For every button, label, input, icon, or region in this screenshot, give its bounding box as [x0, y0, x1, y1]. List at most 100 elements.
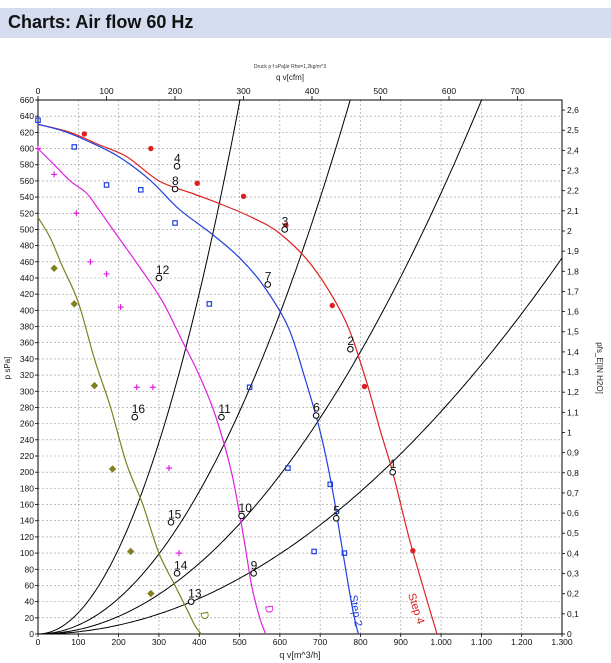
top-x-tick-label: 300 [236, 86, 250, 96]
right-y-tick-label: 1,2 [567, 387, 579, 397]
curve-marker [172, 220, 178, 226]
y-tick-label: 360 [20, 338, 34, 348]
right-y-tick-label: 2,2 [567, 186, 579, 196]
operating-point [167, 519, 175, 526]
top-x-tick-label: 200 [168, 86, 182, 96]
x-tick-label: 600 [273, 637, 287, 647]
y-tick-label: 220 [20, 451, 34, 461]
x-tick-label: 500 [232, 637, 246, 647]
right-y-tick-label: 1,4 [567, 347, 579, 357]
top-x-tick-label: 100 [99, 86, 113, 96]
right-y-tick-label: 1,6 [567, 307, 579, 317]
right-y-tick-label: 1,9 [567, 246, 579, 256]
fan-curve [37, 123, 438, 635]
operating-point-label: 3 [282, 214, 289, 228]
right-y-tick-label: 0 [567, 629, 572, 639]
y-tick-label: 20 [25, 613, 35, 623]
y-tick-label: 320 [20, 370, 34, 380]
y-tick-label: 400 [20, 305, 34, 315]
y-tick-label: 200 [20, 467, 34, 477]
curve-marker [127, 547, 135, 556]
operating-point [131, 413, 139, 421]
top-axis-label: q v[cfm] [276, 73, 304, 82]
operating-point-label: 10 [239, 501, 253, 515]
y-tick-label: 540 [20, 192, 34, 202]
chart-subtitle: Druck p f sPa]är Rho=1,2kg/m^3 [254, 64, 326, 70]
operating-point-label: 14 [174, 558, 188, 572]
operating-point [238, 512, 245, 520]
y-tick-label: 660 [20, 95, 34, 105]
curve-marker [176, 550, 183, 557]
x-tick-label: 300 [152, 637, 166, 647]
curve-marker [35, 117, 41, 124]
system-curve [38, 257, 563, 635]
curve-marker [70, 300, 78, 308]
operating-point [173, 163, 181, 170]
curve-marker [71, 144, 78, 150]
top-x-tick-label: 600 [442, 86, 456, 96]
right-y-tick-label: 0,6 [567, 508, 579, 518]
y-tick-label: 520 [20, 208, 34, 218]
system-curve [37, 99, 351, 635]
y-tick-label: 120 [20, 532, 34, 542]
top-x-tick-label: 400 [305, 86, 319, 96]
curve-marker [35, 145, 41, 152]
y-tick-label: 300 [20, 386, 34, 396]
left-axis-label: p sPa] [3, 357, 12, 380]
y-tick-label: 380 [20, 322, 34, 332]
curve-marker [50, 264, 58, 272]
y-tick-label: 580 [20, 160, 34, 170]
operating-point-label: 8 [172, 174, 179, 188]
curve-marker [137, 187, 144, 193]
right-y-tick-label: 0,4 [567, 548, 579, 558]
right-y-tick-label: 1,7 [567, 286, 579, 296]
curve-marker [81, 131, 88, 137]
fan-curve [37, 123, 359, 635]
operating-point [389, 468, 397, 476]
right-y-tick-label: 0,3 [567, 569, 579, 579]
curve-marker [147, 589, 155, 598]
operating-point-label: 9 [251, 558, 258, 572]
y-tick-label: 340 [20, 354, 34, 364]
curve-marker [361, 383, 368, 390]
right-y-tick-label: 0,2 [567, 589, 579, 599]
curve-marker [240, 193, 247, 199]
operating-point [264, 281, 272, 288]
y-tick-label: 440 [20, 273, 34, 283]
fan-curve [37, 216, 202, 635]
y-tick-label: 480 [20, 241, 34, 251]
right-y-tick-label: 0,9 [567, 448, 579, 458]
y-tick-label: 40 [25, 597, 35, 607]
x-tick-label: 1.100 [471, 637, 493, 647]
right-y-tick-label: 2,6 [567, 105, 579, 115]
y-tick-label: 260 [20, 419, 34, 429]
operating-point [155, 274, 163, 282]
operating-point-label: 6 [313, 401, 320, 415]
x-tick-label: 200 [112, 637, 126, 647]
operating-point-label: 4 [174, 151, 181, 165]
right-y-tick-label: 2,1 [567, 206, 579, 216]
curve-marker [206, 301, 213, 307]
x-tick-label: 700 [313, 637, 327, 647]
y-tick-label: 620 [20, 127, 34, 137]
curve-marker [149, 384, 156, 391]
curve-marker [148, 145, 154, 152]
curve-marker [103, 270, 110, 277]
x-tick-label: 800 [353, 637, 367, 647]
curve-marker [117, 304, 124, 311]
y-tick-label: 0 [29, 629, 34, 639]
y-tick-label: 160 [20, 500, 34, 510]
x-tick-label: 1.300 [551, 637, 573, 647]
curve-marker [285, 465, 291, 471]
curve-marker [90, 381, 99, 390]
curve-marker [246, 384, 253, 391]
x-tick-label: 0 [36, 637, 41, 647]
y-tick-label: 100 [20, 548, 34, 558]
x-tick-label: 100 [71, 637, 85, 647]
curve-marker [311, 548, 317, 555]
curve-marker [327, 481, 334, 488]
curve-marker [341, 550, 348, 556]
y-tick-label: 140 [20, 516, 34, 526]
operating-point [332, 515, 340, 522]
